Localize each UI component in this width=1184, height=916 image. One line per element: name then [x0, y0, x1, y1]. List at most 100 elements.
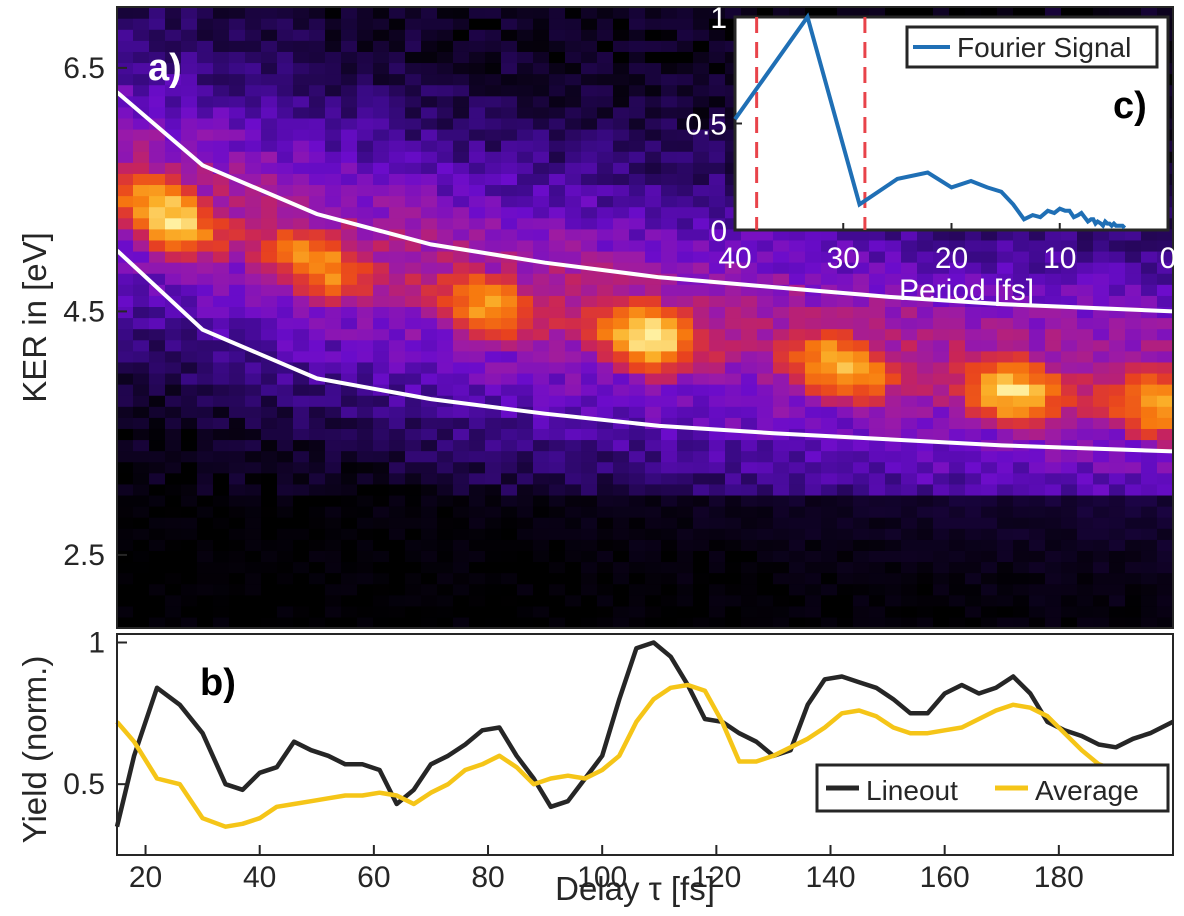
heatmap-cell [565, 439, 582, 452]
heatmap-cell [501, 494, 518, 507]
heatmap-cell [549, 572, 566, 585]
heatmap-cell [1029, 461, 1046, 474]
heatmap-cell [853, 262, 870, 274]
heatmap-cell [853, 306, 870, 319]
heatmap-cell [1013, 461, 1030, 474]
heatmap-cell [309, 62, 326, 75]
heatmap-cell [469, 317, 486, 330]
heatmap-cell [949, 239, 966, 252]
heatmap-cell [309, 450, 326, 463]
heatmap-cell [773, 528, 790, 540]
heatmap-cell [469, 561, 486, 574]
heatmap-cell [437, 173, 454, 186]
heatmap-cell [629, 151, 646, 163]
heatmap-cell [597, 151, 614, 163]
heatmap-cell [117, 140, 134, 152]
heatmap-cell [437, 417, 454, 429]
inset-fourier-line [733, 12, 1127, 230]
heatmap-cell [789, 539, 806, 551]
heatmap-cell [389, 439, 406, 452]
heatmap-cell [341, 184, 358, 197]
heatmap-cell [357, 494, 374, 507]
heatmap-cell [933, 350, 950, 363]
heatmap-cell [837, 483, 854, 496]
heatmap-cell [1013, 539, 1030, 551]
heatmap-cell [741, 228, 758, 241]
heatmap-cell [549, 494, 566, 507]
heatmap-cell [517, 328, 534, 341]
heatmap-cell [485, 583, 502, 596]
heatmap-cell [789, 550, 806, 563]
heatmap-cell [501, 117, 518, 130]
heatmap-cell [213, 339, 230, 352]
heatmap-cell [533, 528, 550, 540]
heatmap-cell [1029, 250, 1046, 263]
heatmap-cell [181, 306, 198, 319]
heatmap-cell [917, 583, 934, 596]
heatmap-cell [213, 506, 230, 518]
heatmap-cell [261, 550, 278, 563]
heatmap-cell [677, 572, 694, 585]
heatmap-cell [229, 539, 246, 551]
heatmap-cell [581, 29, 598, 41]
heatmap-cell [517, 284, 534, 296]
heatmap-cell [517, 483, 534, 496]
heatmap-cell [357, 273, 374, 285]
heatmap-cell [1157, 428, 1174, 441]
heatmap-cell [821, 472, 838, 485]
heatmap-cell [549, 273, 566, 285]
heatmap-cell [901, 494, 918, 507]
heatmap-cell [981, 506, 998, 518]
heatmap-cell [405, 173, 422, 186]
heatmap-cell [517, 228, 534, 241]
heatmap-cell [613, 517, 630, 529]
heatmap-cell [341, 339, 358, 352]
heatmap-cell [725, 550, 742, 563]
heatmap-cell [517, 395, 534, 407]
heatmap-cell [1109, 439, 1126, 452]
heatmap-cell [1045, 295, 1062, 308]
heatmap-cell [293, 239, 310, 252]
heatmap-cell [677, 128, 694, 141]
heatmap-cell [773, 228, 790, 241]
heatmap-cell [325, 151, 342, 163]
heatmap-cell [485, 262, 502, 274]
heatmap-cell [437, 494, 454, 507]
heatmap-cell [741, 528, 758, 540]
heatmap-cell [341, 262, 358, 274]
heatmap-cell [1157, 417, 1174, 429]
heatmap-cell [1061, 494, 1078, 507]
heatmap-cell [453, 117, 470, 130]
heatmap-cell [853, 428, 870, 441]
heatmap-cell [1061, 228, 1078, 241]
heatmap-cell [309, 328, 326, 341]
heatmap-cell [517, 605, 534, 618]
panel-b-legend: Lineout Average [815, 763, 1170, 813]
heatmap-cell [581, 395, 598, 407]
heatmap-cell [741, 616, 758, 629]
heatmap-cell [325, 395, 342, 407]
heatmap-cell [549, 461, 566, 474]
heatmap-cell [1045, 550, 1062, 563]
heatmap-cell [229, 472, 246, 485]
heatmap-cell [341, 417, 358, 429]
heatmap-cell [373, 73, 390, 86]
heatmap-cell [757, 517, 774, 529]
heatmap-cell [277, 273, 294, 285]
legend-label-lineout: Lineout [866, 775, 958, 806]
heatmap-cell [197, 62, 214, 75]
heatmap-cell [773, 262, 790, 274]
heatmap-cell [245, 250, 262, 263]
heatmap-cell [677, 73, 694, 86]
heatmap-cell [709, 140, 726, 152]
heatmap-cell [821, 406, 838, 418]
heatmap-cell [1045, 250, 1062, 263]
heatmap-cell [453, 417, 470, 429]
heatmap-cell [373, 328, 390, 341]
heatmap-cell [725, 616, 742, 629]
heatmap-cell [533, 106, 550, 119]
heatmap-cell [453, 339, 470, 352]
heatmap-cell [949, 528, 966, 540]
heatmap-cell [325, 128, 342, 141]
heatmap-cell [469, 95, 486, 108]
